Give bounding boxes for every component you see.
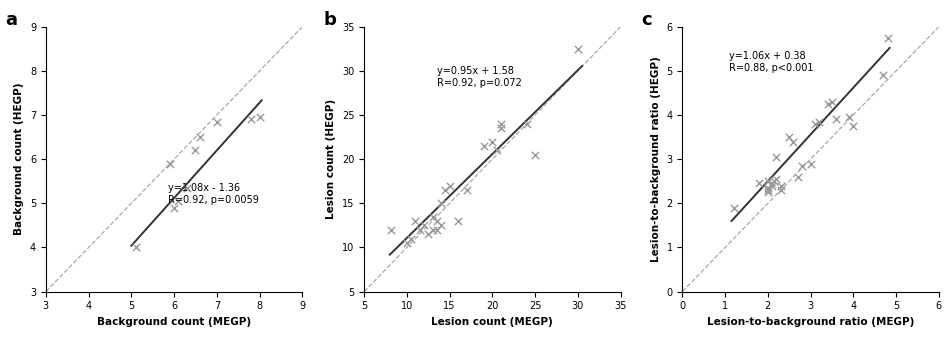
Point [425, 214, 440, 219]
Point [785, 139, 801, 144]
Point [162, 161, 177, 166]
Point [399, 240, 414, 246]
Text: c: c [641, 11, 651, 29]
Point [725, 205, 741, 211]
Point [772, 187, 787, 193]
Point [411, 227, 426, 233]
Point [251, 115, 267, 120]
Y-axis label: Lesion count (HEGP): Lesion count (HEGP) [326, 99, 336, 219]
Text: y=1.08x - 1.36
R=0.92, p=0.0059: y=1.08x - 1.36 R=0.92, p=0.0059 [168, 184, 258, 205]
Point [407, 218, 423, 224]
Point [760, 190, 775, 195]
Point [526, 152, 542, 158]
Point [781, 135, 796, 140]
Point [428, 218, 444, 224]
Text: y=1.06x + 0.38
R=0.88, p<0.001: y=1.06x + 0.38 R=0.88, p<0.001 [728, 51, 813, 73]
Point [450, 218, 466, 224]
Point [442, 183, 457, 188]
Point [493, 125, 508, 131]
Text: b: b [323, 11, 336, 29]
Point [188, 148, 203, 153]
X-axis label: Lesion-to-background ratio (MEGP): Lesion-to-background ratio (MEGP) [706, 317, 913, 327]
Point [768, 176, 783, 182]
Point [433, 223, 448, 228]
Point [170, 198, 186, 204]
Point [420, 232, 435, 237]
Point [844, 123, 860, 129]
Point [811, 119, 826, 124]
Point [765, 178, 781, 184]
Point [433, 201, 448, 206]
Text: y=0.95x + 1.58
R=0.92, p=0.072: y=0.95x + 1.58 R=0.92, p=0.072 [436, 67, 521, 88]
Point [192, 135, 208, 140]
Point [820, 101, 835, 107]
Point [569, 46, 585, 51]
Text: a: a [5, 11, 17, 29]
Point [425, 227, 440, 233]
Point [243, 117, 258, 122]
Point [167, 205, 182, 211]
Point [179, 185, 194, 191]
Point [772, 183, 787, 188]
X-axis label: Background count (MEGP): Background count (MEGP) [97, 317, 251, 327]
Point [841, 115, 856, 120]
Point [416, 223, 431, 228]
Point [803, 161, 818, 166]
Point [384, 227, 399, 233]
Point [806, 121, 822, 126]
Point [751, 181, 766, 186]
Point [760, 185, 775, 191]
X-axis label: Lesion count (MEGP): Lesion count (MEGP) [431, 317, 553, 327]
Point [875, 73, 890, 78]
Point [493, 121, 508, 126]
Point [476, 143, 491, 149]
Y-axis label: Lesion-to-background ratio (HEGP): Lesion-to-background ratio (HEGP) [650, 56, 660, 262]
Point [128, 245, 143, 250]
Point [768, 154, 783, 160]
Point [789, 174, 804, 179]
Point [827, 117, 843, 122]
Point [764, 181, 779, 186]
Point [403, 236, 418, 241]
Point [519, 121, 534, 126]
Y-axis label: Background count (HEGP): Background count (HEGP) [14, 83, 25, 236]
Point [437, 187, 452, 193]
Point [428, 227, 444, 233]
Point [488, 148, 504, 153]
Point [760, 178, 775, 184]
Point [485, 139, 500, 144]
Point [794, 163, 809, 169]
Point [879, 35, 894, 41]
Point [459, 187, 474, 193]
Point [760, 187, 775, 193]
Point [764, 183, 779, 188]
Point [823, 99, 839, 104]
Point [209, 119, 225, 124]
